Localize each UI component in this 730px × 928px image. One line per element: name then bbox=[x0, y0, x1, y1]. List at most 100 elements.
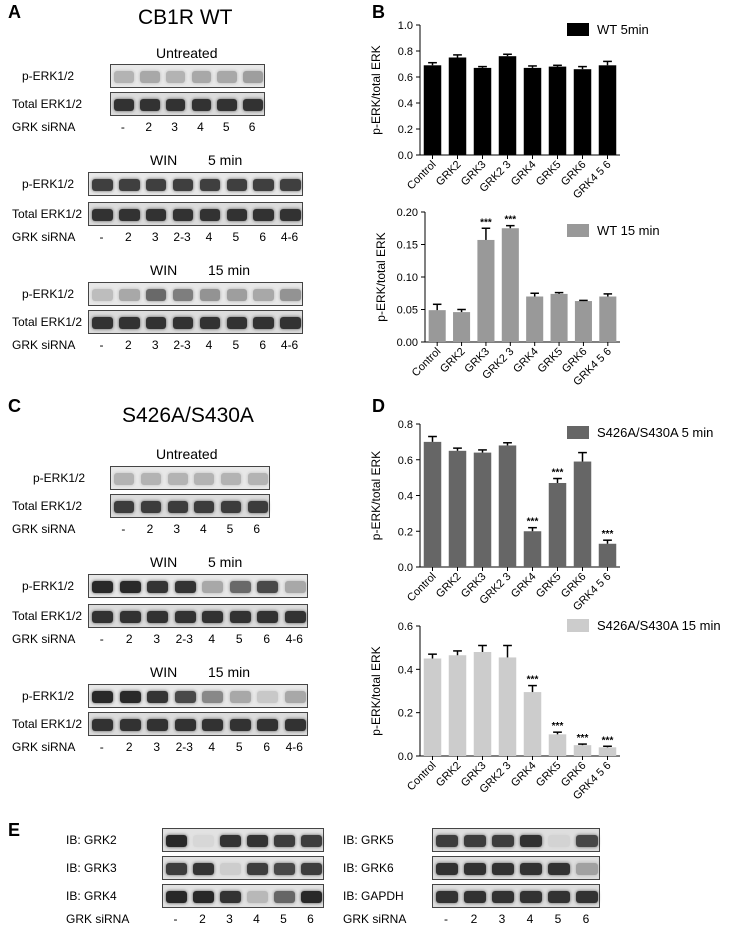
row-label-total-erk: Total ERK1/2 bbox=[12, 499, 83, 513]
perk-blot-strip bbox=[88, 684, 308, 708]
significance-mark: *** bbox=[552, 468, 564, 479]
bar bbox=[477, 239, 495, 342]
bar bbox=[498, 56, 517, 156]
bar bbox=[473, 452, 492, 567]
y-tick-label: 0.8 bbox=[398, 419, 413, 431]
lane-label: 6 bbox=[259, 338, 267, 352]
bar bbox=[473, 652, 492, 756]
perk-blot-strip bbox=[88, 282, 303, 306]
lane-label: - bbox=[99, 632, 104, 646]
bar bbox=[548, 482, 567, 567]
x-tick-label: GRK4 bbox=[509, 760, 539, 790]
y-tick-label: 0.4 bbox=[398, 664, 413, 676]
lane-label: 6 bbox=[582, 912, 590, 926]
blot-title-treatment: WIN bbox=[150, 554, 178, 570]
panel-c-title: S426A/S430A bbox=[122, 404, 254, 427]
lane-label: 2-3 bbox=[173, 230, 191, 244]
bar bbox=[599, 296, 617, 342]
bar bbox=[526, 296, 544, 342]
sirna-row-label: GRK siRNA bbox=[12, 740, 76, 754]
y-tick-label: 0.10 bbox=[397, 272, 418, 284]
x-tick-label: GRK4 bbox=[509, 159, 539, 189]
ib-label-left: IB: GRK4 bbox=[66, 889, 117, 903]
ib-label-left: IB: GRK2 bbox=[66, 833, 117, 847]
lane-label: - bbox=[99, 338, 104, 352]
lane-label: 3 bbox=[498, 912, 506, 926]
chart-d-top: 0.00.20.40.60.8p-ERK/total ERKControlGRK… bbox=[369, 419, 713, 612]
lane-label: 4 bbox=[205, 230, 213, 244]
x-tick-label: Control bbox=[410, 346, 444, 380]
lane-label: 6 bbox=[263, 632, 271, 646]
panel-letter-d: D bbox=[372, 396, 385, 416]
lane-label: 2 bbox=[470, 912, 478, 926]
row-label-total-erk: Total ERK1/2 bbox=[12, 207, 83, 221]
row-label-perk: p-ERK1/2 bbox=[22, 69, 75, 83]
panel-letter-a: A bbox=[8, 2, 21, 22]
total-erk-blot-strip bbox=[88, 202, 303, 226]
ib-blot-strip-left bbox=[162, 884, 324, 908]
bar bbox=[498, 445, 517, 567]
bar bbox=[550, 293, 568, 342]
sirna-row-label: GRK siRNA bbox=[12, 338, 76, 352]
bar bbox=[573, 745, 592, 756]
lane-label: 2 bbox=[146, 522, 154, 536]
lane-label: 2 bbox=[124, 230, 132, 244]
lane-label: 5 bbox=[235, 740, 243, 754]
x-tick-label: GRK5 bbox=[534, 571, 564, 601]
panel-letter-c: C bbox=[8, 396, 21, 416]
legend-label: WT 5min bbox=[597, 22, 649, 37]
bar bbox=[523, 531, 542, 567]
lane-label: 4 bbox=[253, 912, 260, 926]
lane-label: - bbox=[121, 522, 126, 536]
lane-label: 6 bbox=[307, 912, 314, 926]
lane-label: 5 bbox=[280, 912, 287, 926]
y-tick-label: 0.6 bbox=[398, 72, 413, 84]
total-erk-blot-strip bbox=[110, 494, 270, 518]
x-tick-label: Control bbox=[405, 760, 439, 794]
bar bbox=[548, 66, 567, 155]
bar bbox=[498, 657, 517, 756]
perk-blot-strip bbox=[88, 574, 308, 598]
x-tick-label: GRK5 bbox=[534, 159, 564, 189]
lane-label: 2 bbox=[145, 120, 153, 134]
lane-label: 2 bbox=[125, 740, 133, 754]
y-axis-label: p-ERK/total ERK bbox=[369, 451, 383, 540]
panel-letter-e: E bbox=[8, 820, 21, 840]
blot-title-treatment: WIN bbox=[150, 262, 178, 278]
bar bbox=[423, 65, 442, 155]
lane-label: 2 bbox=[125, 632, 133, 646]
x-tick-label: GRK2 bbox=[438, 346, 468, 376]
y-axis-label: p-ERK/total ERK bbox=[374, 232, 388, 321]
lane-label: 6 bbox=[248, 120, 256, 134]
blot-title: Untreated bbox=[156, 446, 218, 462]
lane-label: 2 bbox=[199, 912, 206, 926]
bar bbox=[573, 461, 592, 567]
ib-label-right: IB: GRK5 bbox=[343, 833, 394, 847]
y-tick-label: 0.0 bbox=[398, 150, 413, 162]
bar bbox=[428, 310, 446, 342]
lane-label: 5 bbox=[554, 912, 562, 926]
ib-label-right: IB: GRK6 bbox=[343, 861, 394, 875]
lane-label: 4 bbox=[526, 912, 534, 926]
bar bbox=[598, 747, 617, 756]
row-label-perk: p-ERK1/2 bbox=[22, 287, 75, 301]
lane-label: - bbox=[99, 740, 104, 754]
sirna-label-left: GRK siRNA bbox=[66, 912, 130, 926]
bar bbox=[501, 228, 519, 342]
y-tick-label: 0.2 bbox=[398, 124, 413, 136]
lane-label: 4 bbox=[197, 120, 204, 134]
blot-title-time: 15 min bbox=[208, 262, 251, 278]
ib-blot-strip-right bbox=[432, 884, 600, 908]
blot-title-time: 15 min bbox=[208, 664, 251, 680]
row-label-perk: p-ERK1/2 bbox=[22, 579, 75, 593]
sirna-label-right: GRK siRNA bbox=[343, 912, 407, 926]
x-tick-label: GRK5 bbox=[536, 346, 566, 376]
significance-mark: *** bbox=[577, 733, 589, 744]
bar bbox=[598, 543, 617, 567]
x-tick-label: GRK2 bbox=[434, 760, 464, 790]
lane-label: 3 bbox=[151, 230, 159, 244]
legend-label: S426A/S430A 15 min bbox=[597, 618, 721, 633]
legend-swatch bbox=[567, 23, 589, 36]
lane-label: 3 bbox=[173, 522, 180, 536]
lane-label: - bbox=[444, 912, 448, 926]
